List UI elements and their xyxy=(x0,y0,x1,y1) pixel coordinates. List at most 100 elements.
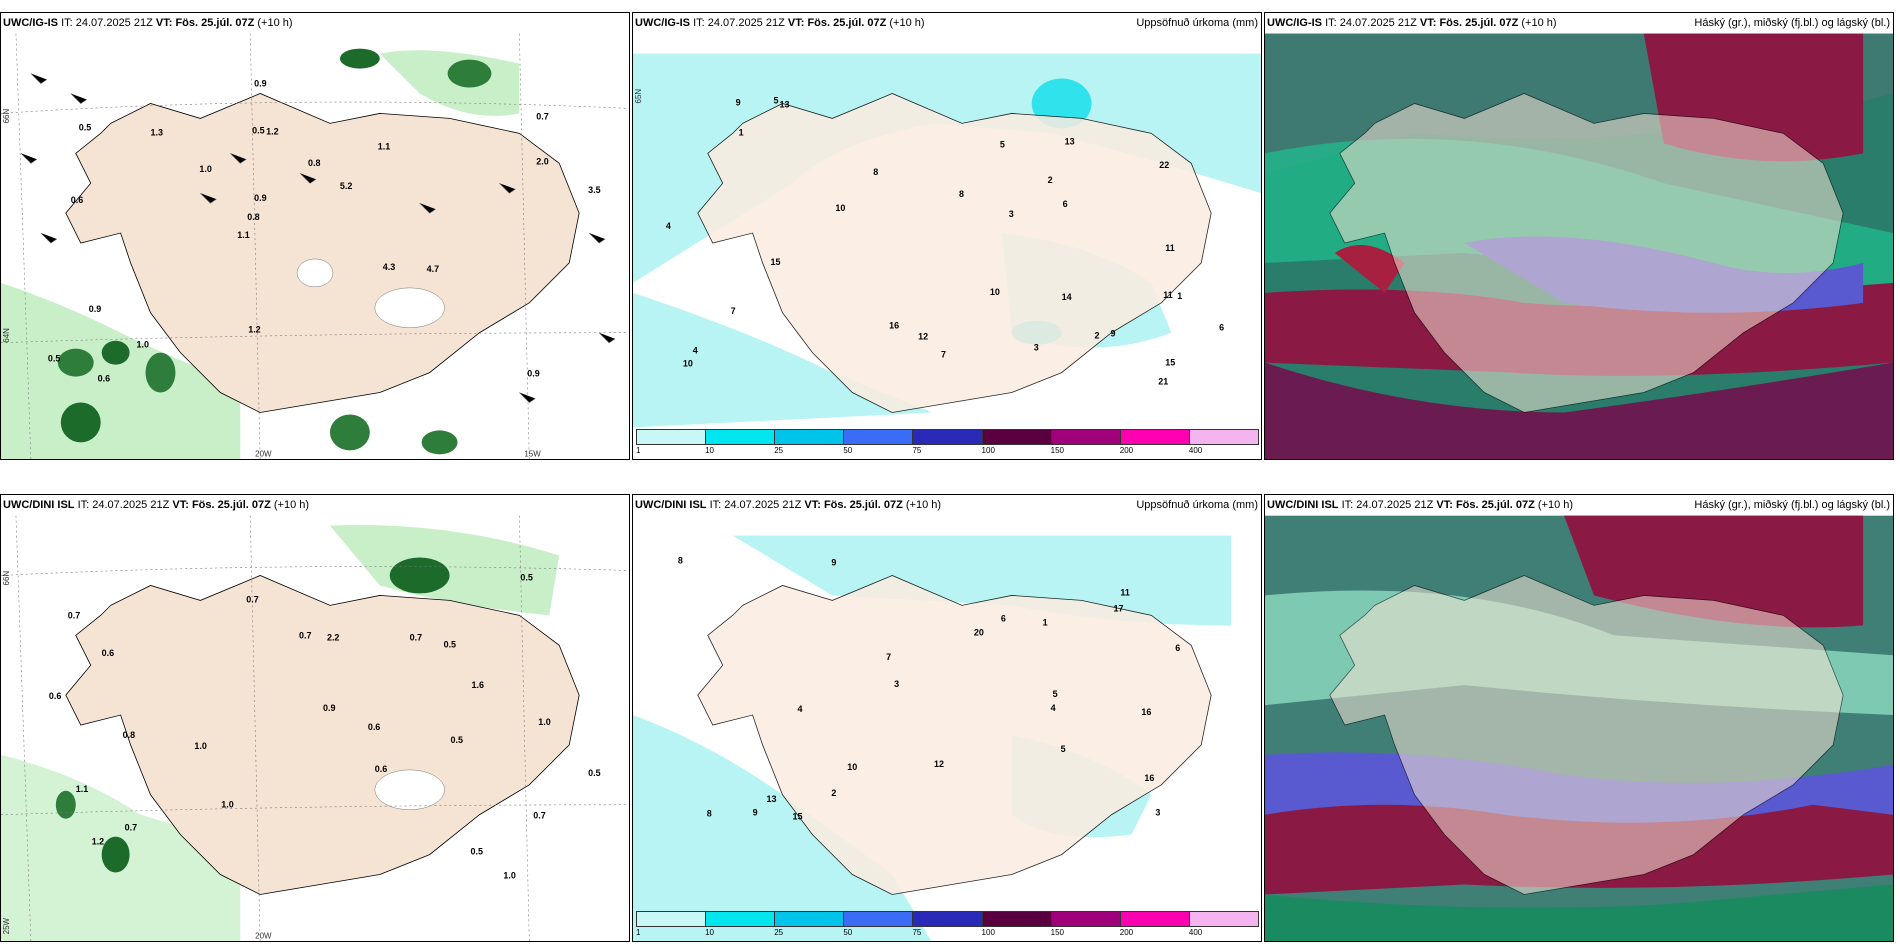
valid-time: Fös. 25.júl. 07Z xyxy=(175,17,255,29)
colorbar-label: 1 xyxy=(636,928,641,937)
value-label: 1.1 xyxy=(237,230,249,240)
value-label: 11 xyxy=(1120,587,1129,597)
lead-time: (+10 h) xyxy=(889,17,925,29)
value-label: 0.5 xyxy=(48,354,60,364)
value-label: 3.5 xyxy=(588,185,600,195)
value-label: 1.1 xyxy=(378,141,390,151)
value-label: 20 xyxy=(974,627,984,637)
model-name: UWC/IG-IS xyxy=(1267,17,1322,29)
lead-time: (+10 h) xyxy=(1537,499,1574,511)
valid-time: Fös. 25.júl. 07Z xyxy=(1455,499,1535,511)
cloud-map xyxy=(1265,33,1893,459)
value-label: 1.2 xyxy=(266,126,278,136)
lat-label-65: 65N xyxy=(634,89,643,104)
value-label: 0.5 xyxy=(444,639,456,649)
colorbar-label: 200 xyxy=(1119,928,1134,937)
value-label: 1.2 xyxy=(92,837,104,847)
value-label: 1.0 xyxy=(194,741,206,751)
value-label: 0.7 xyxy=(536,111,548,121)
lat-label-64: 64N xyxy=(2,328,11,343)
graticule xyxy=(1,515,629,941)
colorbar-swatch xyxy=(981,911,1052,927)
colorbar-swatch xyxy=(1119,911,1190,927)
value-label: 5 xyxy=(774,95,779,105)
value-label: 0.9 xyxy=(323,703,335,713)
value-label: 0.5 xyxy=(471,847,483,857)
iceland-landmass xyxy=(697,93,1212,413)
value-label: 0.5 xyxy=(520,572,532,582)
iceland-landmass xyxy=(1329,93,1844,413)
colorbar-label: 25 xyxy=(774,928,784,937)
model-name: UWC/IG-IS xyxy=(635,17,690,29)
lead-time: (+10 h) xyxy=(905,499,942,511)
panel-wind-dini: UWC/DINI ISL IT: 24.07.2025 21Z VT: Fös.… xyxy=(0,494,630,942)
value-label: 0.7 xyxy=(246,594,258,604)
colorbar-label: 50 xyxy=(843,928,853,937)
colorbar: 1 10 25 50 75 100 150 200 400 xyxy=(636,911,1259,939)
colorbar-swatch xyxy=(981,429,1052,445)
colorbar-label: 200 xyxy=(1119,446,1134,455)
value-label: 0.6 xyxy=(375,764,387,774)
colorbar-label: 10 xyxy=(705,928,715,937)
value-label: 0.7 xyxy=(533,811,545,821)
value-label: 12 xyxy=(918,332,928,342)
colorbar-swatch xyxy=(843,911,914,927)
colorbar-swatch xyxy=(912,429,983,445)
model-name: UWC/DINI ISL xyxy=(635,499,707,511)
model-name: UWC/DINI ISL xyxy=(1267,499,1339,511)
colorbar-swatch xyxy=(705,429,776,445)
panel-clouds-dini: UWC/DINI ISL IT: 24.07.2025 21Z VT: Fös.… xyxy=(1264,494,1894,942)
init-time: 24.07.2025 21Z xyxy=(92,499,170,511)
panel-header: UWC/DINI ISL IT: 24.07.2025 21Z VT: Fös.… xyxy=(1,495,629,515)
value-label: 0.7 xyxy=(125,823,137,833)
value-label: 21 xyxy=(1158,377,1168,387)
colorbar-swatch xyxy=(774,429,845,445)
valid-time: Fös. 25.júl. 07Z xyxy=(1439,17,1519,29)
value-label: 1.0 xyxy=(538,717,550,727)
value-label: 3 xyxy=(1034,343,1039,353)
wind-barbs xyxy=(20,73,616,403)
value-label: 13 xyxy=(1065,136,1075,146)
panel-header: UWC/DINI ISL IT: 24.07.2025 21Z VT: Fös.… xyxy=(1265,495,1893,515)
valid-time: Fös. 25.júl. 07Z xyxy=(823,499,903,511)
value-label: 0.6 xyxy=(98,374,110,384)
iceland-landmass xyxy=(1329,575,1844,895)
colorbar-label: 100 xyxy=(981,446,995,455)
value-label: 7 xyxy=(886,652,891,662)
value-label: 0.5 xyxy=(451,735,463,745)
value-label: 0.6 xyxy=(368,722,380,732)
value-label: 10 xyxy=(683,359,693,369)
value-label: 3 xyxy=(894,679,899,689)
value-label: 5 xyxy=(1061,744,1066,754)
colorbar-swatch xyxy=(1050,911,1121,927)
colorbar-swatch xyxy=(1188,911,1259,927)
value-label: 0.6 xyxy=(102,648,114,658)
value-label: 1.0 xyxy=(503,871,515,881)
value-label: 11 xyxy=(1165,243,1174,253)
value-label: 16 xyxy=(889,321,899,331)
value-label: 4.3 xyxy=(383,262,395,272)
lat-label-66: 66N xyxy=(2,109,11,124)
value-label: 16 xyxy=(1141,707,1151,717)
init-time: 24.07.2025 21Z xyxy=(75,17,153,29)
value-label: 10 xyxy=(847,762,857,772)
value-label: 10 xyxy=(990,287,1000,297)
precip-map: 7311659821413101179162122151415131085423… xyxy=(633,33,1261,459)
colorbar-swatch xyxy=(912,911,983,927)
value-label: 6 xyxy=(1001,613,1006,623)
value-label: 3 xyxy=(1009,209,1014,219)
field-title: Háský (gr.), miðský (fj.bl.) og lágský (… xyxy=(1694,499,1890,511)
lon-label-20: 20W xyxy=(255,931,272,940)
value-label: 4 xyxy=(797,704,802,714)
value-label: 2 xyxy=(1048,175,1053,185)
value-label: 9 xyxy=(831,558,836,568)
value-label: 0.9 xyxy=(89,304,101,314)
lead-time: (+10 h) xyxy=(273,499,310,511)
value-label: 0.5 xyxy=(79,122,91,132)
value-label: 7 xyxy=(731,306,736,316)
model-name: UWC/IG-IS xyxy=(3,17,58,29)
value-label: 14 xyxy=(1062,292,1072,302)
value-label: 1.3 xyxy=(151,127,163,137)
value-label: 13 xyxy=(780,99,790,109)
panel-header: UWC/IG-IS IT: 24.07.2025 21Z VT: Fös. 25… xyxy=(633,13,1261,33)
